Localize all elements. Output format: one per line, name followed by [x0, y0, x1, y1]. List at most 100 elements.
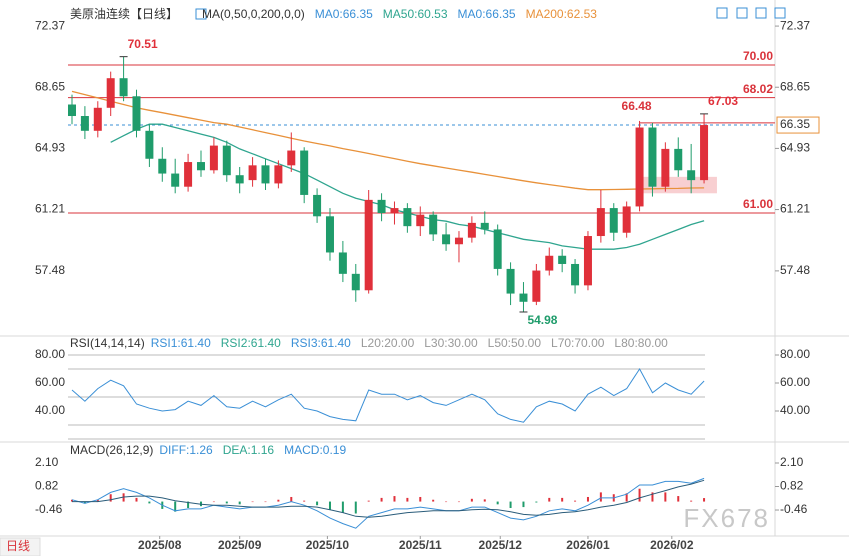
- candle-body: [506, 268, 515, 294]
- tool-icon[interactable]: [736, 7, 748, 19]
- candle-body: [364, 199, 373, 291]
- legend-entry: MA0:66.35: [458, 7, 516, 21]
- y-tick-label: 40.00: [35, 403, 65, 417]
- macd-bar: [277, 499, 280, 502]
- macd-bar: [354, 501, 357, 514]
- annotation-label: 70.51: [128, 37, 158, 51]
- tool-icon[interactable]: [716, 7, 728, 19]
- macd-bar: [328, 501, 331, 510]
- macd-bar: [664, 492, 667, 502]
- x-tick-label: 2025/10: [306, 538, 350, 552]
- macd-bar: [509, 501, 512, 508]
- macd-bar: [419, 496, 422, 502]
- panel-title: RSI(14,14,14): [70, 336, 145, 350]
- legend-entry: L30:30.00: [424, 336, 478, 350]
- candle-body: [158, 158, 167, 174]
- y-tick-label: 64.93: [35, 141, 65, 155]
- macd-bar: [574, 500, 577, 502]
- tool-icon[interactable]: [774, 7, 786, 19]
- macd-bar: [599, 492, 602, 502]
- macd-bar: [367, 500, 370, 502]
- candle-body: [700, 125, 709, 181]
- candle-body: [558, 255, 567, 264]
- x-tick-label: 2025/11: [399, 538, 442, 552]
- candle-body: [403, 208, 412, 227]
- candle-body: [132, 96, 141, 131]
- y-tick-label-right: 80.00: [780, 347, 810, 361]
- macd-bar: [457, 501, 460, 503]
- macd-bar: [548, 497, 551, 502]
- candle-body: [119, 78, 128, 97]
- candle-body: [416, 214, 425, 227]
- macd-bar: [70, 499, 73, 502]
- y-tick-label: 57.48: [35, 263, 65, 277]
- panel-title: MACD(26,12,9): [70, 443, 153, 457]
- candle-body: [467, 222, 476, 238]
- macd-bar: [483, 499, 486, 502]
- candle-body: [648, 127, 657, 187]
- y-tick-label: 60.00: [35, 375, 65, 389]
- candle-body: [261, 165, 270, 184]
- watermark: FX678: [683, 503, 770, 533]
- candle-body: [300, 150, 309, 195]
- y-tick-label-right: 0.82: [780, 479, 804, 493]
- candle-body: [687, 170, 696, 181]
- macd-bar: [393, 496, 396, 502]
- macd-bar: [535, 501, 538, 503]
- macd-bar: [187, 501, 190, 508]
- y-tick-label-right: 2.10: [780, 455, 804, 469]
- y-tick-label: 72.37: [35, 18, 65, 32]
- candle-body: [184, 162, 193, 187]
- legend-entry: MA200:62.53: [526, 7, 598, 21]
- y-tick-label-right: -0.46: [780, 502, 808, 516]
- legend-entry: L70:70.00: [551, 336, 605, 350]
- candle-body: [545, 255, 554, 271]
- macd-bar: [470, 498, 473, 502]
- macd-bar: [290, 496, 293, 502]
- x-tick-label: 2026/01: [566, 538, 610, 552]
- candle-body: [287, 150, 296, 166]
- y-tick-label: -0.46: [35, 502, 63, 516]
- y-tick-label-right: 40.00: [780, 403, 810, 417]
- candle-body: [571, 263, 580, 286]
- candle-body: [674, 148, 683, 171]
- macd-bar: [677, 496, 680, 502]
- indicator-line: [71, 477, 705, 529]
- indicator-line: [71, 368, 705, 423]
- y-tick-label: 68.65: [35, 79, 65, 93]
- period-tab[interactable]: [0, 537, 41, 556]
- y-tick-label: 0.82: [35, 479, 59, 493]
- legend-entry: MA(0,50,0,200,0,0): [202, 7, 305, 21]
- candle-body: [235, 175, 244, 184]
- period-tab-label[interactable]: 日线: [6, 539, 30, 553]
- macd-bar: [651, 492, 654, 502]
- level-label: 70.00: [743, 49, 773, 63]
- candle-body: [377, 199, 386, 214]
- macd-bar: [432, 499, 435, 502]
- candle-body: [532, 270, 541, 302]
- candle-body: [338, 252, 347, 274]
- panel-title: 美原油连续【日线】: [70, 6, 178, 21]
- legend-entry: MA0:66.35: [315, 7, 373, 21]
- macd-bar: [83, 501, 86, 504]
- candle-body: [635, 127, 644, 207]
- y-tick-label: 61.21: [35, 202, 65, 216]
- legend-entry: L50:50.00: [488, 336, 542, 350]
- tool-icon[interactable]: [755, 7, 767, 19]
- macd-bar: [264, 501, 267, 503]
- settings-icon[interactable]: [195, 8, 207, 20]
- x-tick-label: 2025/08: [138, 538, 182, 552]
- candle-body: [106, 78, 115, 108]
- candle-body: [429, 214, 438, 235]
- toolbar[interactable]: [716, 7, 786, 19]
- candle-body: [80, 116, 89, 131]
- macd-bar: [96, 499, 99, 502]
- candle-body: [325, 216, 334, 253]
- y-tick-label-right: 57.48: [780, 263, 810, 277]
- level-label: 68.02: [743, 82, 773, 96]
- macd-bar: [148, 501, 151, 504]
- annotation-label: 54.98: [527, 313, 557, 327]
